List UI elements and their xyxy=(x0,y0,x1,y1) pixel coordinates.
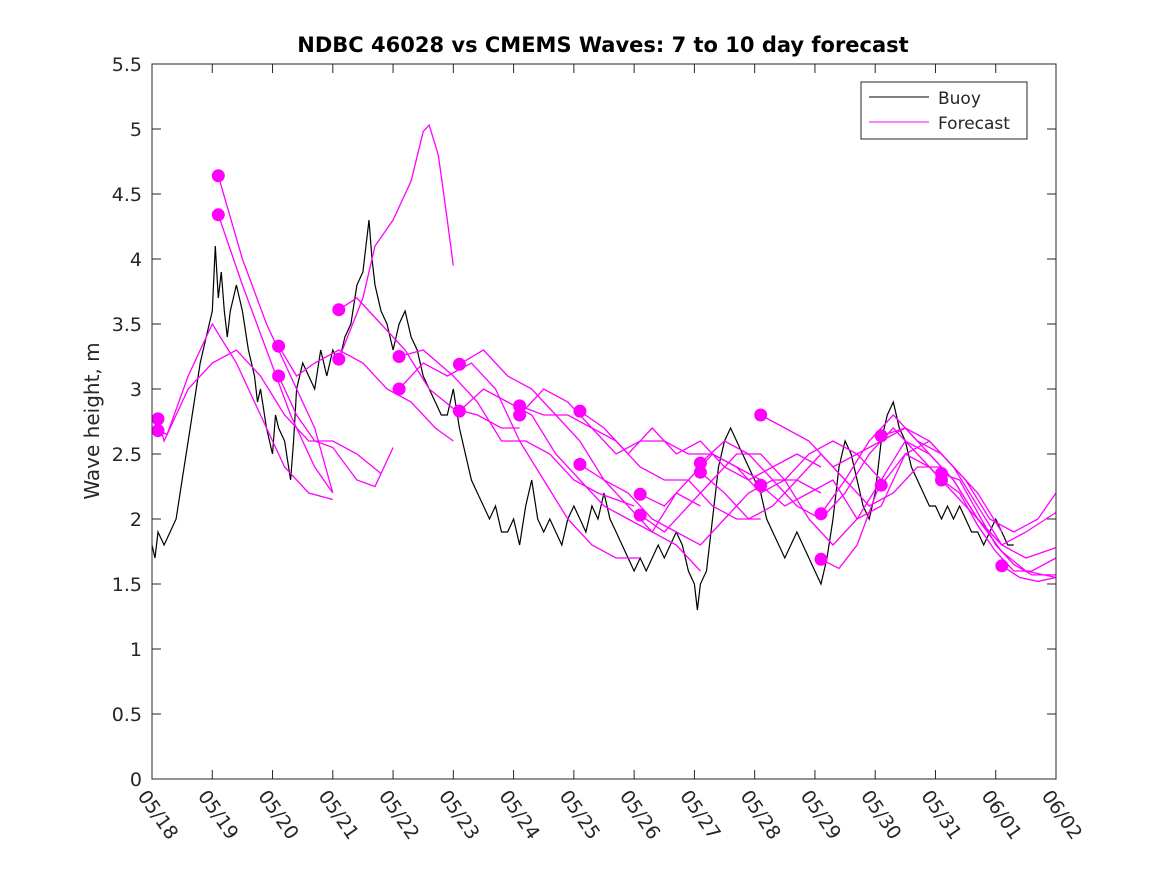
forecast-start-point-13 xyxy=(513,399,527,413)
forecast-start-point-4 xyxy=(211,208,225,222)
forecast-start-point-17 xyxy=(633,487,647,501)
forecast-start-point-10 xyxy=(392,382,406,396)
forecast-start-point-6 xyxy=(272,369,286,383)
forecast-start-point-26 xyxy=(874,478,888,492)
x-tick-label: 05/26 xyxy=(615,786,664,843)
forecast-series-line-6 xyxy=(278,375,394,488)
y-tick-label: 1 xyxy=(130,639,142,661)
forecast-series-line-10 xyxy=(398,362,641,559)
x-tick-label: 05/21 xyxy=(314,786,363,843)
y-axis-label: Wave height, m xyxy=(80,342,104,499)
forecast-series-line-2 xyxy=(157,322,333,501)
forecast-series-line-28 xyxy=(941,479,1057,572)
axes-background xyxy=(152,64,1056,779)
forecast-start-point-28 xyxy=(935,473,948,487)
forecast-start-point-14 xyxy=(513,408,527,422)
x-tick-label: 06/02 xyxy=(1037,786,1086,843)
forecast-start-point-9 xyxy=(392,350,406,363)
forecast-series-line-18 xyxy=(639,453,882,546)
y-tick-label: 1.5 xyxy=(112,574,142,596)
forecast-series-line-17 xyxy=(639,440,882,507)
forecast-series-line-27 xyxy=(941,472,1056,576)
y-tick-label: 5.5 xyxy=(112,54,142,76)
x-tick-label: 05/27 xyxy=(675,786,724,843)
x-tick-label: 05/31 xyxy=(916,786,965,843)
chart-title: NDBC 46028 vs CMEMS Waves: 7 to 10 day f… xyxy=(297,33,908,57)
forecast-start-point-2 xyxy=(151,424,165,438)
forecast-series-line-29 xyxy=(1001,565,1057,583)
x-tick-label: 05/23 xyxy=(434,786,483,843)
x-tick-label: 05/28 xyxy=(736,786,785,843)
forecast-series-line-16 xyxy=(579,463,822,546)
forecast-series-line-4 xyxy=(217,214,334,494)
forecast-start-point-5 xyxy=(272,339,286,353)
forecast-series-line-26 xyxy=(880,440,1057,559)
forecast-start-point-23 xyxy=(814,507,828,521)
forecast-start-point-20 xyxy=(693,465,707,479)
x-tick-label: 05/30 xyxy=(856,786,905,843)
forecast-start-point-1 xyxy=(151,412,165,426)
y-tick-label: 0.5 xyxy=(112,704,142,726)
forecast-series-line-11 xyxy=(459,349,701,572)
y-tick-label: 3 xyxy=(130,379,142,401)
forecast-start-point-19 xyxy=(693,456,707,470)
forecast-start-point-29 xyxy=(995,559,1009,573)
forecast-start-point-11 xyxy=(452,357,466,371)
forecast-series-line-1 xyxy=(157,349,382,475)
forecast-series-line-8 xyxy=(338,123,454,360)
forecast-series-line-15 xyxy=(579,410,822,481)
forecast-start-point-7 xyxy=(332,303,346,317)
x-tick-label: 05/18 xyxy=(133,786,182,843)
legend: Buoy Forecast xyxy=(860,81,1028,140)
axes-frame xyxy=(151,63,1057,780)
x-tick-label: 05/29 xyxy=(796,786,845,843)
x-tick-label: 05/19 xyxy=(193,786,242,843)
x-tick-label: 05/24 xyxy=(495,786,544,843)
y-tick-label: 4.5 xyxy=(112,184,142,206)
forecast-start-point-18 xyxy=(633,508,647,522)
forecast-start-point-3 xyxy=(211,169,225,183)
forecast-series-line-5 xyxy=(278,345,454,442)
y-tick-label: 0 xyxy=(130,769,142,791)
plot-area: 00.511.522.533.544.555.505/18 05/19 05/20 0… xyxy=(112,54,1087,844)
x-tick-label: 06/01 xyxy=(977,786,1026,843)
legend-box xyxy=(860,81,1028,140)
forecast-start-point-25 xyxy=(874,429,888,443)
forecast-start-point-22 xyxy=(754,478,768,492)
forecast-series-line-7 xyxy=(338,297,520,429)
y-tick-label: 5 xyxy=(130,119,142,141)
forecast-start-point-24 xyxy=(814,552,828,566)
forecast-series-line-14 xyxy=(519,388,761,520)
y-tick-label: 2 xyxy=(130,509,142,531)
forecast-start-point-15 xyxy=(573,404,587,418)
x-tick-label: 05/20 xyxy=(253,786,302,843)
forecast-series-line-25 xyxy=(880,427,1057,579)
forecast-series-line-22 xyxy=(760,453,1003,546)
forecast-start-point-8 xyxy=(332,352,346,366)
forecast-start-point-16 xyxy=(573,457,587,471)
legend-buoy-label: Buoy xyxy=(938,89,981,109)
y-tick-label: 3.5 xyxy=(112,314,142,336)
x-tick-label: 05/25 xyxy=(555,786,604,843)
x-tick-label: 05/22 xyxy=(374,786,423,843)
forecast-start-point-21 xyxy=(754,408,768,422)
forecast-start-point-12 xyxy=(452,404,466,418)
forecast-series-line-12 xyxy=(458,388,701,533)
legend-forecast-label: Forecast xyxy=(938,114,1010,134)
y-tick-label: 4 xyxy=(130,249,142,271)
y-tick-label: 2.5 xyxy=(112,444,142,466)
